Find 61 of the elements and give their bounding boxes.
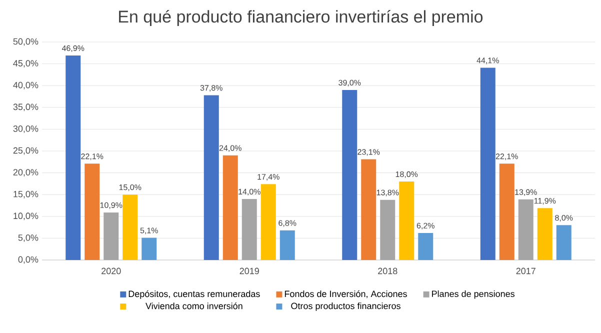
legend-label: Planes de pensiones [432, 290, 514, 299]
y-tick-label: 5,0% [18, 234, 38, 242]
legend-label: Depósitos, cuentas remuneradas [128, 290, 260, 299]
bar [260, 184, 276, 260]
data-label: 46,9% [62, 45, 84, 52]
bar [361, 159, 376, 260]
y-tick-label: 40,0% [13, 82, 38, 90]
bar [122, 194, 138, 260]
data-label: 17,4% [258, 174, 280, 181]
bar [104, 212, 119, 260]
data-label: 24,0% [219, 145, 242, 152]
data-label: 23,1% [358, 149, 380, 156]
bar [518, 199, 534, 260]
bar [204, 95, 219, 260]
x-tick-label: 2018 [378, 268, 398, 274]
x-tick-label: 2019 [240, 268, 259, 274]
data-label: 44,1% [476, 58, 499, 64]
legend-label: Otros productos financieros [291, 302, 400, 311]
data-label: 37,8% [200, 85, 222, 92]
x-tick-label: 2020 [102, 268, 121, 274]
bar [342, 90, 358, 260]
data-label: 13,9% [515, 189, 537, 196]
y-tick-label: 15,0% [14, 190, 38, 198]
data-label: 22,1% [496, 154, 518, 160]
bar [499, 164, 514, 260]
data-label: 8,0% [555, 214, 573, 222]
y-tick-label: 45,0% [13, 60, 38, 68]
x-tick-label: 2017 [516, 268, 536, 274]
bar [537, 208, 552, 260]
bar [399, 182, 414, 260]
bar [418, 232, 434, 260]
y-tick-label: 25,0% [13, 147, 38, 155]
chart-title: En qué producto fiananciero invertirías el premio [119, 10, 483, 26]
legend-label: Vivienda como inversión [146, 302, 242, 310]
y-tick-label: 10,0% [14, 212, 38, 220]
bar [480, 68, 496, 260]
bar [222, 155, 238, 260]
y-tick-label: 35,0% [13, 104, 38, 112]
data-label: 13,8% [376, 190, 399, 196]
bar [556, 225, 572, 260]
data-label: 6,8% [278, 220, 296, 227]
y-tick-label: 50,0% [13, 38, 38, 46]
data-label: 39,0% [338, 80, 361, 86]
data-label: 10,9% [100, 202, 122, 209]
bar [242, 198, 257, 260]
y-tick-label: 0,0% [18, 256, 38, 264]
bar [142, 238, 157, 260]
bar [380, 200, 396, 260]
y-tick-label: 30,0% [13, 125, 38, 133]
bar [84, 164, 100, 260]
data-label: 5,1% [140, 228, 158, 234]
data-label: 18,0% [396, 171, 418, 178]
y-tick-label: 20,0% [13, 169, 38, 177]
legend-label: Fondos de Inversión, Acciones [284, 290, 407, 298]
data-label: 14,0% [238, 188, 260, 196]
data-label: 11,9% [534, 198, 556, 205]
data-label: 22,1% [81, 154, 104, 160]
data-label: 6,2% [416, 222, 434, 230]
bar [66, 56, 81, 260]
data-label: 15,0% [119, 184, 142, 192]
bar [280, 230, 295, 260]
